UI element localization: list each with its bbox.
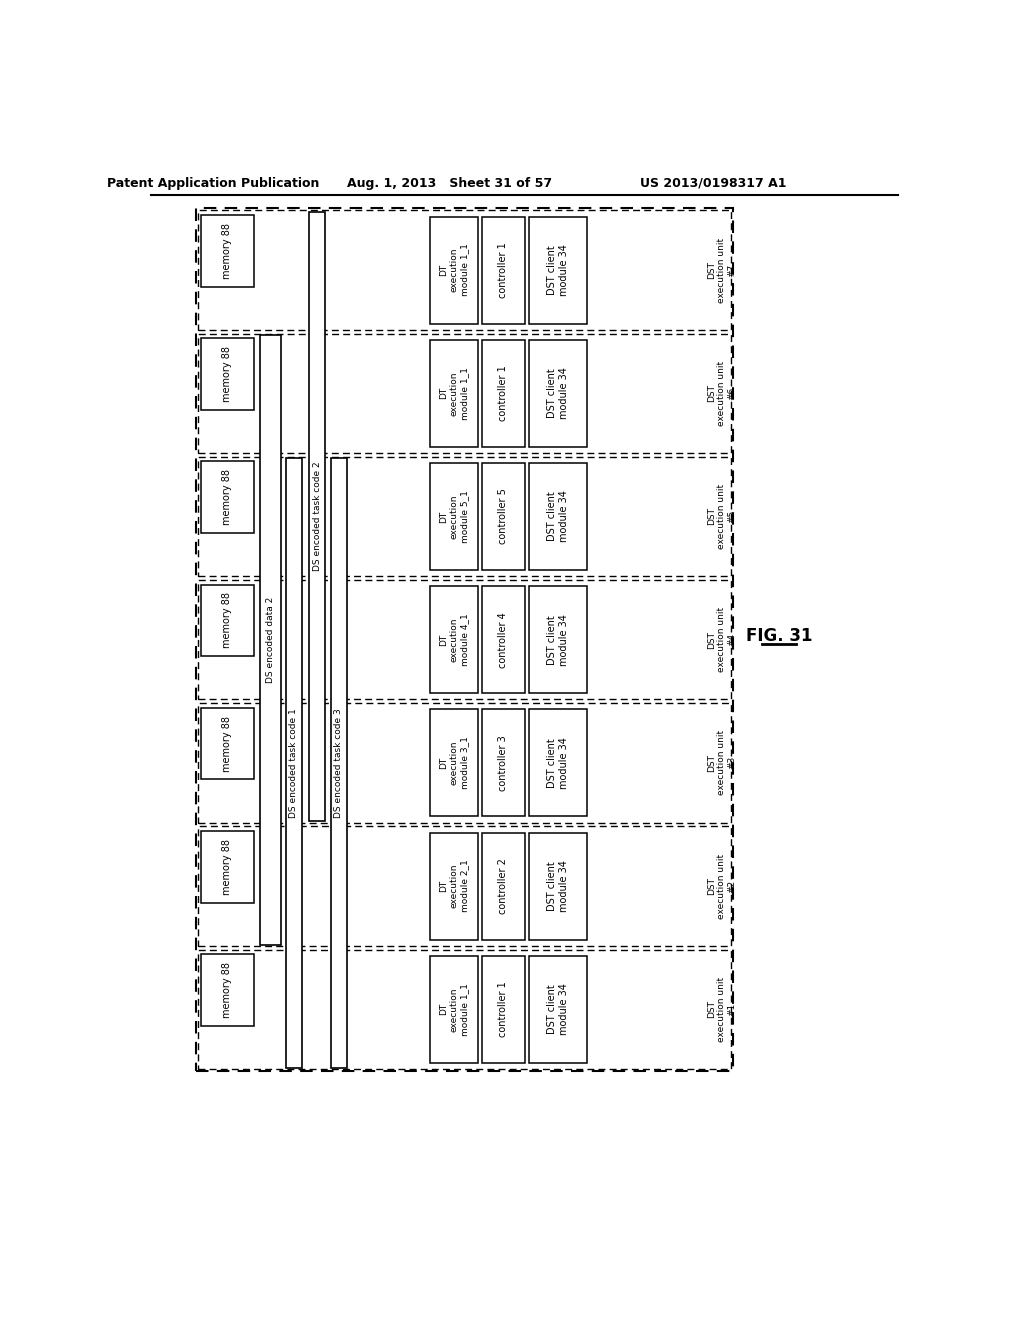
Text: memory 88: memory 88 [222, 962, 232, 1018]
Bar [528, 956, 587, 1063]
Text: controller 4: controller 4 [499, 611, 509, 668]
Bar [430, 833, 478, 940]
Bar [528, 216, 587, 323]
Text: DT
execution
module 4_1: DT execution module 4_1 [439, 614, 469, 667]
Text: DT
execution
module 1_1: DT execution module 1_1 [439, 983, 469, 1036]
Bar [430, 586, 478, 693]
Text: controller 2: controller 2 [499, 858, 509, 913]
Bar [430, 956, 478, 1063]
Text: memory 88: memory 88 [222, 223, 232, 279]
Text: DST
execution unit
#4: DST execution unit #4 [707, 607, 736, 672]
Bar [198, 210, 731, 330]
Bar [198, 334, 731, 453]
Bar [528, 833, 587, 940]
Bar [201, 708, 254, 779]
Text: DST client
module 34: DST client module 34 [547, 983, 568, 1035]
Bar [482, 216, 524, 323]
Bar [528, 709, 587, 816]
Text: Aug. 1, 2013   Sheet 31 of 57: Aug. 1, 2013 Sheet 31 of 57 [347, 177, 552, 190]
Text: DST
execution unit
#1: DST execution unit #1 [707, 977, 736, 1041]
Text: controller 1: controller 1 [499, 366, 509, 421]
Text: DST
execution unit
#7: DST execution unit #7 [707, 238, 736, 302]
Bar [198, 579, 731, 700]
Text: DT
execution
module 3_1: DT execution module 3_1 [439, 737, 469, 789]
Text: memory 88: memory 88 [222, 346, 232, 403]
Text: DST client
module 34: DST client module 34 [547, 244, 568, 296]
Bar [482, 339, 524, 446]
Bar [528, 586, 587, 693]
Text: controller 1: controller 1 [499, 242, 509, 298]
Bar [528, 339, 587, 446]
Text: DS encoded task code 2: DS encoded task code 2 [312, 462, 322, 572]
Bar [309, 211, 325, 821]
Bar [201, 832, 254, 903]
Bar [201, 954, 254, 1026]
Text: DT
execution
module 1_1: DT execution module 1_1 [439, 244, 469, 297]
Text: DST client
module 34: DST client module 34 [547, 491, 568, 543]
Bar [482, 709, 524, 816]
Text: memory 88: memory 88 [222, 593, 232, 648]
Text: DS encoded task code 1: DS encoded task code 1 [290, 708, 298, 817]
Bar [201, 338, 254, 409]
Text: DS encoded task code 3: DS encoded task code 3 [334, 708, 343, 817]
Text: DST
execution unit
#5: DST execution unit #5 [707, 484, 736, 549]
Text: DST
execution unit
#3: DST execution unit #3 [707, 730, 736, 796]
Text: controller 1: controller 1 [499, 981, 509, 1038]
Bar [482, 586, 524, 693]
Bar [331, 458, 346, 1068]
Bar [198, 949, 731, 1069]
Text: DST client
module 34: DST client module 34 [547, 367, 568, 420]
Text: DT
execution
module 1_1: DT execution module 1_1 [439, 367, 469, 420]
Text: US 2013/0198317 A1: US 2013/0198317 A1 [640, 177, 786, 190]
Bar [286, 458, 302, 1068]
Text: DST client
module 34: DST client module 34 [547, 614, 568, 665]
Text: controller 3: controller 3 [499, 735, 509, 791]
Bar [430, 463, 478, 570]
Text: DST
execution unit
#2: DST execution unit #2 [707, 854, 736, 919]
Bar [201, 215, 254, 286]
Text: DST
execution unit
#6: DST execution unit #6 [707, 360, 736, 426]
Bar [197, 209, 732, 1071]
Bar [198, 457, 731, 576]
Bar [201, 462, 254, 533]
Bar [198, 704, 731, 822]
Bar [482, 463, 524, 570]
Bar [528, 463, 587, 570]
Text: FIG. 31: FIG. 31 [745, 627, 812, 644]
Bar [430, 339, 478, 446]
Text: DS encoded data 2: DS encoded data 2 [266, 597, 275, 682]
Bar [482, 956, 524, 1063]
Bar [198, 826, 731, 945]
Text: memory 88: memory 88 [222, 838, 232, 895]
Text: DT
execution
module 2_1: DT execution module 2_1 [439, 859, 469, 912]
Bar [430, 216, 478, 323]
Text: Patent Application Publication: Patent Application Publication [108, 177, 319, 190]
Bar [260, 335, 282, 945]
Text: DST client
module 34: DST client module 34 [547, 737, 568, 789]
Bar [201, 585, 254, 656]
Text: memory 88: memory 88 [222, 715, 232, 772]
Text: DT
execution
module 5_1: DT execution module 5_1 [439, 490, 469, 543]
Text: memory 88: memory 88 [222, 469, 232, 525]
Text: DST client
module 34: DST client module 34 [547, 861, 568, 912]
Text: controller 5: controller 5 [499, 488, 509, 544]
Bar [482, 833, 524, 940]
Bar [430, 709, 478, 816]
